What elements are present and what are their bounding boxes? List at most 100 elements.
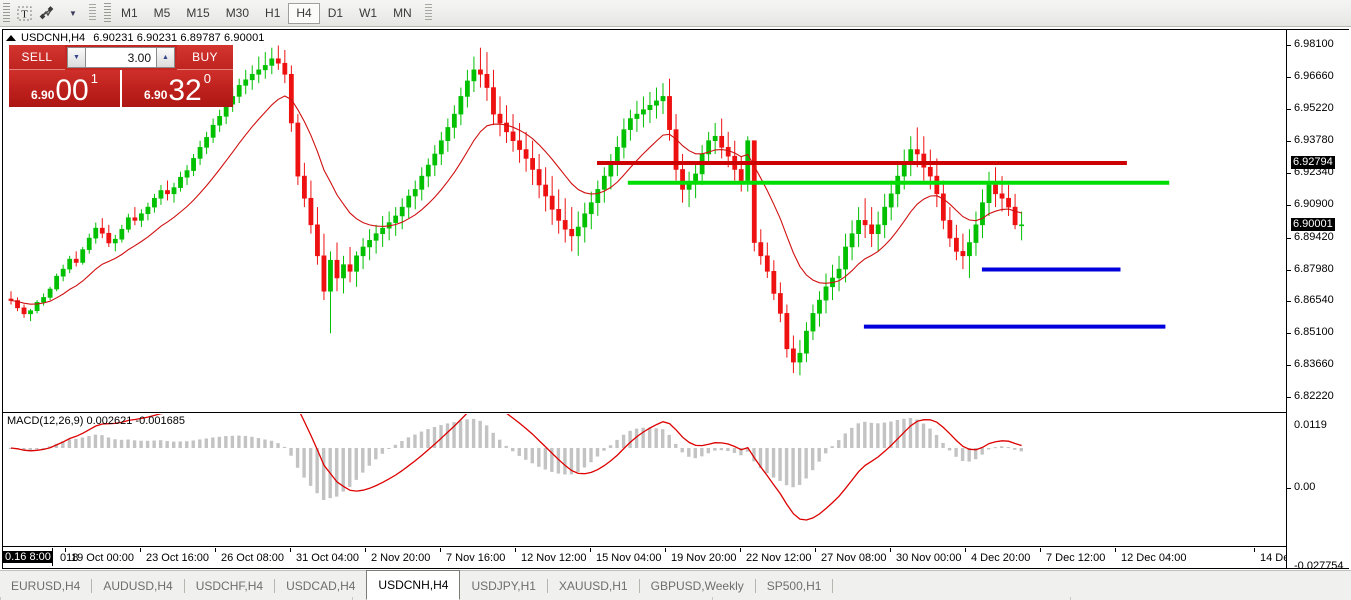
sell-button[interactable]: SELL [9, 45, 65, 70]
chart-tab-sp500[interactable]: SP500,H1 [766, 578, 822, 593]
price-axis[interactable]: 6.98100 6.96660 6.95220 6.93780 6.92340 6.909… [1286, 30, 1349, 568]
time-tick [665, 548, 666, 552]
chart-tab-gbpusd[interactable]: GBPUSD,Weekly [650, 578, 744, 593]
timeframe-h4[interactable]: H4 [288, 2, 320, 24]
time-tick [1254, 548, 1255, 552]
volume-decrease-icon[interactable]: ▼ [67, 47, 86, 68]
macd-signal-line [10, 414, 1022, 521]
chart-tab-usdchf[interactable]: USDCHF,H4 [195, 578, 264, 593]
time-tick-label: 19 Nov 20:00 [671, 552, 737, 564]
time-axis[interactable]: 0.16 8:00 018 19 Oct 00:00 23 Oct 16:00 26 O… [3, 548, 1286, 568]
candlestick-plot [8, 45, 1170, 376]
time-tick [590, 548, 591, 552]
tab-divider [832, 578, 834, 593]
tab-divider [183, 578, 185, 593]
price-tick [1287, 269, 1291, 271]
volume-increase-icon[interactable]: ▲ [156, 47, 175, 68]
price-tick-label: 6.83660 [1294, 358, 1334, 371]
time-tick-label: 26 Oct 08:00 [221, 552, 284, 564]
time-tick [815, 548, 816, 552]
time-tick-label: 018 [60, 552, 79, 564]
price-tick-label: 6.89420 [1294, 230, 1334, 243]
timeframe-d1[interactable]: D1 [327, 6, 344, 20]
time-tick [965, 548, 966, 552]
buy-button[interactable]: BUY [177, 45, 233, 70]
chart-tab-eurusd[interactable]: EURUSD,H4 [11, 578, 81, 593]
volume-input[interactable]: 3.00 [86, 47, 156, 68]
tab-divider [91, 578, 93, 593]
top-toolbar: T ▼ M1 M5 M15 M30 H1 H4 D1 W1 MN [0, 0, 1351, 27]
strip-mark [0, 597, 1, 600]
bottom-strip [0, 597, 1351, 600]
symbol-ohlc: 6.90231 6.90231 6.89787 6.90001 [93, 32, 265, 44]
macd-tick-label: -0.027754 [1294, 560, 1344, 569]
chart-tab-xauusd[interactable]: XAUUSD,H1 [558, 578, 628, 593]
time-tick [365, 548, 366, 552]
tab-divider [638, 578, 640, 593]
chart-tab-usdjpy[interactable]: USDJPY,H1 [471, 578, 536, 593]
ask-price-prefix: 6.90 [144, 88, 168, 102]
price-tick-label: 6.96660 [1294, 70, 1334, 83]
strip-mark [712, 597, 713, 600]
time-tick [290, 548, 291, 552]
timeframe-h1[interactable]: H1 [265, 6, 281, 20]
strip-mark [1070, 597, 1071, 600]
time-tick-label: 31 Oct 04:00 [296, 552, 359, 564]
price-tick [1287, 397, 1291, 399]
price-tick-label: 6.98100 [1294, 38, 1334, 51]
macd-tick-label: 0.0119 [1294, 419, 1327, 431]
text-tool-icon[interactable]: T [12, 2, 36, 24]
time-tick-label: 4 Dec 20:00 [971, 552, 1031, 564]
moving-average-line [10, 95, 1022, 305]
price-tick [1287, 365, 1291, 367]
macd-tick-label: 0.00 [1294, 481, 1316, 493]
bid-price-prefix: 6.90 [31, 88, 55, 102]
macd-pane[interactable]: MACD(12,26,9) 0.002621 -0.001685 [3, 414, 1286, 547]
strip-mark [352, 597, 353, 600]
time-tick-label: 14 Dec 20:00 [1260, 552, 1286, 564]
macd-tick [1287, 488, 1291, 489]
chart-tab-bar[interactable]: EURUSD,H4 AUDUSD,H4 USDCHF,H4 USDCAD,H4 USDC… [0, 570, 1351, 600]
time-tick-label: 12 Dec 04:00 [1121, 552, 1187, 564]
volume-stepper[interactable]: ▼ 3.00 ▲ [65, 45, 177, 70]
price-tick-label: 6.82220 [1294, 390, 1334, 403]
chart-tab-usdcad[interactable]: USDCAD,H4 [286, 578, 356, 593]
collapse-triangle-icon[interactable] [6, 35, 16, 41]
time-tick-label: 27 Nov 08:00 [821, 552, 887, 564]
ask-price-point: 0 [203, 71, 211, 86]
toolbar-grip-1[interactable] [3, 3, 10, 23]
timeframe-mn[interactable]: MN [393, 6, 412, 20]
time-tick-label: 23 Oct 16:00 [146, 552, 209, 564]
time-tick-label: 30 Nov 00:00 [896, 552, 962, 564]
chart-tab-audusd[interactable]: AUDUSD,H4 [103, 578, 173, 593]
time-tick [65, 548, 66, 552]
bid-price-display[interactable]: 6.90 00 1 [9, 70, 122, 107]
timeframe-w1[interactable]: W1 [359, 6, 378, 20]
timeframe-m30[interactable]: M30 [225, 6, 250, 20]
chart-window[interactable]: USDCNH,H4 6.90231 6.90231 6.89787 6.9000… [2, 29, 1349, 569]
price-tick [1287, 45, 1291, 47]
price-pane[interactable]: USDCNH,H4 6.90231 6.90231 6.89787 6.9000… [3, 30, 1286, 413]
chart-tab-usdcnh[interactable]: USDCNH,H4 [366, 570, 461, 600]
timeframe-m1[interactable]: M1 [121, 6, 138, 20]
objects-shapes-icon[interactable] [36, 2, 60, 24]
tab-divider [274, 578, 276, 593]
tab-divider [546, 578, 548, 593]
time-tick-label: 22 Nov 12:00 [746, 552, 812, 564]
ask-price-display[interactable]: 6.90 32 0 [122, 70, 233, 107]
timeframe-m15[interactable]: M15 [186, 6, 210, 20]
price-tick [1287, 333, 1291, 335]
ask-price-highlight: 6.92794 [1291, 155, 1335, 169]
objects-dropdown-caret-icon[interactable]: ▼ [69, 8, 77, 18]
oct-top-row: SELL ▼ 3.00 ▲ BUY [9, 45, 233, 70]
price-tick [1287, 204, 1291, 206]
time-tick [52, 548, 53, 566]
one-click-trading-panel[interactable]: SELL ▼ 3.00 ▲ BUY 6.90 00 1 6.90 [9, 45, 233, 107]
toolbar-grip-2[interactable] [104, 3, 111, 23]
timeframe-m5[interactable]: M5 [153, 6, 171, 20]
macd-plot [9, 414, 1023, 521]
symbol-header: USDCNH,H4 6.90231 6.90231 6.89787 6.9000… [6, 32, 265, 44]
price-tick-label: 6.85100 [1294, 326, 1334, 339]
price-tick-label: 6.95220 [1294, 102, 1334, 115]
